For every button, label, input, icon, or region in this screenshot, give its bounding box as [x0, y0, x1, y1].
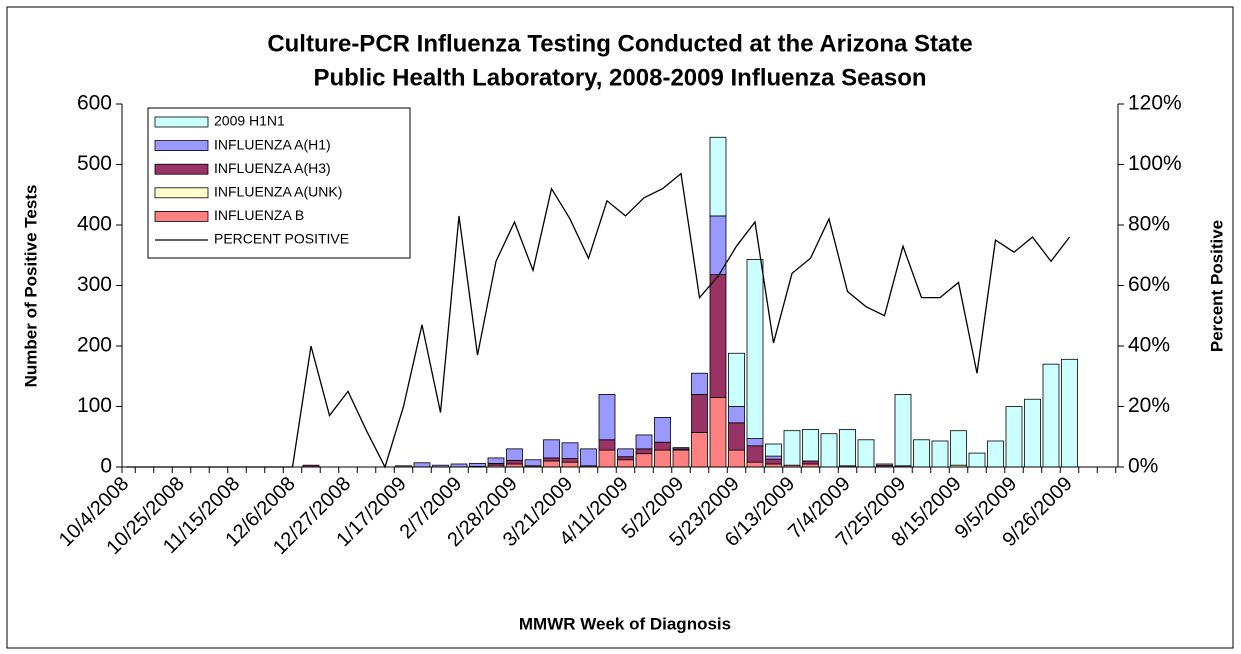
bar-segment — [635, 448, 653, 455]
bar-segment — [1005, 406, 1023, 468]
bar-segment — [968, 452, 986, 468]
bar-segment — [857, 439, 875, 468]
legend-label: INFLUENZA A(H1) — [214, 136, 331, 152]
bar-segment — [617, 456, 634, 461]
bar-segment — [765, 458, 782, 465]
x-axis-label: MMWR Week of Diagnosis — [519, 614, 731, 633]
bar-segment — [561, 458, 579, 463]
y-tick-label: 300 — [77, 273, 112, 296]
bar-segment — [469, 462, 486, 467]
y-tick-label: 0 — [100, 455, 112, 478]
bar-segment — [691, 372, 708, 395]
bar-segment — [1024, 398, 1041, 468]
bar-segment — [728, 449, 745, 468]
legend-swatch — [154, 163, 209, 175]
y-tick-label: 100 — [77, 394, 112, 417]
legend-label: 2009 H1N1 — [214, 113, 285, 129]
bar-segment — [524, 459, 542, 467]
bar-segment — [746, 438, 764, 447]
bar-segment — [543, 439, 560, 459]
y-tick-label: 600 — [77, 92, 112, 115]
bar-segment — [598, 449, 616, 468]
bar-segment — [506, 448, 523, 461]
bar-segment — [543, 460, 560, 468]
bar-segment — [654, 416, 671, 443]
y2-tick-label: 80% — [1128, 213, 1170, 236]
bar-segment — [672, 447, 690, 450]
bar-segment — [765, 443, 782, 457]
bar-segment — [987, 440, 1004, 468]
bar-segment — [839, 429, 856, 467]
bar-segment — [487, 457, 505, 464]
y2-axis-label: Percent Positive — [1207, 220, 1226, 352]
legend-box — [147, 107, 411, 259]
bar-segment — [709, 215, 727, 276]
y-tick-label: 200 — [77, 334, 112, 357]
bar-segment — [765, 455, 782, 460]
bar-segment — [580, 448, 597, 467]
legend-label: INFLUENZA A(UNK) — [214, 184, 342, 200]
y2-tick-label: 100% — [1128, 152, 1182, 175]
y2-tick-label: 0% — [1128, 455, 1158, 478]
bar-segment — [543, 457, 560, 462]
bar-segment — [894, 393, 912, 467]
bar-segment — [691, 432, 708, 468]
y-tick-label: 500 — [77, 152, 112, 175]
bar-segment — [635, 434, 653, 450]
bar-segment — [802, 460, 819, 465]
bar-segment — [598, 439, 616, 451]
y2-tick-label: 60% — [1128, 273, 1170, 296]
legend-swatch — [154, 116, 209, 128]
bar-segment — [876, 463, 893, 466]
bar-segment — [654, 449, 671, 468]
legend-swatch — [154, 140, 209, 152]
bar-segment — [672, 449, 690, 468]
bar-segment — [913, 439, 930, 468]
bar-segment — [413, 462, 431, 468]
bar-segment — [561, 442, 579, 459]
bar-segment — [728, 352, 745, 407]
bar-segment — [506, 459, 523, 465]
bar-segment — [746, 259, 764, 439]
bar-segment — [802, 429, 819, 462]
bar-segment — [728, 422, 745, 451]
bar-segment — [654, 441, 671, 451]
bar-segment — [746, 445, 764, 463]
bar-segment — [746, 461, 764, 468]
y-tick-label: 400 — [77, 213, 112, 236]
legend-swatch — [154, 187, 209, 199]
y-axis-label: Number of Positive Tests — [21, 185, 40, 388]
bar-segment — [931, 440, 949, 468]
bar-segment — [709, 397, 727, 468]
y2-tick-label: 20% — [1128, 394, 1170, 417]
legend-swatch — [154, 210, 209, 222]
chart-title: Public Health Laboratory, 2008-2009 Infl… — [313, 64, 926, 91]
bar-segment — [1042, 363, 1060, 468]
bar-segment — [783, 430, 801, 466]
chart-title: Culture-PCR Influenza Testing Conducted … — [267, 30, 972, 57]
bar-segment — [598, 393, 616, 441]
legend-label: INFLUENZA A(H3) — [214, 160, 331, 176]
bar-segment — [709, 136, 727, 217]
bar-segment — [709, 274, 727, 398]
legend-label: PERCENT POSITIVE — [214, 231, 349, 247]
bar-segment — [820, 433, 838, 468]
bar-segment — [1061, 358, 1078, 468]
bar-segment — [691, 393, 708, 433]
bar-segment — [617, 448, 634, 458]
bar-segment — [950, 430, 967, 466]
bar-segment — [617, 459, 634, 468]
y2-tick-label: 120% — [1128, 92, 1182, 115]
legend-label: INFLUENZA B — [214, 207, 304, 223]
bar-segment — [635, 453, 653, 468]
bar-segment — [561, 461, 579, 468]
bar-segment — [728, 406, 745, 424]
chart-border — [6, 6, 1234, 649]
y2-tick-label: 40% — [1128, 334, 1170, 357]
